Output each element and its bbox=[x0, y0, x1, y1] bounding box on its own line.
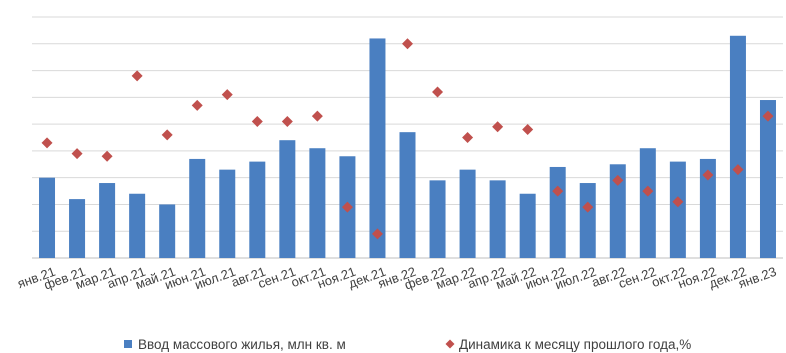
bar-апр.21 bbox=[129, 193, 146, 258]
bar-май.22 bbox=[519, 193, 536, 258]
point-янв.21 bbox=[41, 137, 53, 149]
point-мар.22 bbox=[462, 132, 474, 144]
point-окт.22 bbox=[672, 196, 684, 208]
point-ноя.21 bbox=[341, 201, 353, 213]
point-апр.21 bbox=[131, 70, 143, 82]
point-июн.22 bbox=[552, 185, 564, 197]
point-сен.22 bbox=[642, 185, 654, 197]
legend-label-bars: Ввод массового жилья, млн кв. м bbox=[138, 337, 346, 352]
bar-янв.21 bbox=[39, 177, 56, 258]
point-июл.22 bbox=[582, 201, 594, 213]
x-axis-tick-labels: янв.21фев.21мар.21апр.21май.21июн.21июл.… bbox=[15, 264, 778, 293]
point-апр.22 bbox=[492, 121, 504, 133]
point-май.22 bbox=[522, 123, 534, 135]
bar-апр.22 bbox=[489, 180, 506, 258]
point-ноя.22 bbox=[702, 169, 714, 181]
bar-авг.21 bbox=[249, 161, 266, 258]
bar-авг.22 bbox=[609, 164, 626, 258]
bar-дек.22 bbox=[729, 35, 746, 258]
scatter-series bbox=[41, 38, 774, 240]
legend: Ввод массового жилья, млн кв. м Динамика… bbox=[124, 337, 691, 352]
bar-дек.21 bbox=[369, 38, 386, 258]
bar-июн.22 bbox=[549, 166, 566, 258]
point-фев.22 bbox=[432, 86, 444, 98]
point-окт.21 bbox=[311, 110, 323, 122]
bar-фев.21 bbox=[69, 199, 86, 258]
point-дек.22 bbox=[732, 164, 744, 176]
bar-май.21 bbox=[159, 204, 176, 258]
point-авг.22 bbox=[612, 174, 624, 186]
bar-фев.22 bbox=[429, 180, 446, 258]
bar-янв.22 bbox=[399, 132, 416, 258]
point-мар.21 bbox=[101, 150, 113, 162]
legend-swatch-bars bbox=[124, 340, 132, 348]
point-авг.21 bbox=[251, 115, 263, 127]
point-май.21 bbox=[161, 129, 173, 141]
bar-окт.21 bbox=[309, 148, 326, 258]
bar-окт.22 bbox=[669, 161, 686, 258]
legend-swatch-diamond bbox=[445, 339, 455, 349]
bar-сен.22 bbox=[639, 148, 656, 258]
point-сен.21 bbox=[281, 115, 293, 127]
bar-ноя.22 bbox=[699, 158, 716, 258]
point-янв.23 bbox=[762, 110, 774, 122]
bar-июн.21 bbox=[189, 158, 206, 258]
bar-июл.22 bbox=[579, 183, 596, 258]
bar-июл.21 bbox=[219, 169, 236, 258]
bar-мар.22 bbox=[459, 169, 476, 258]
bar-мар.21 bbox=[99, 183, 116, 258]
point-дек.21 bbox=[371, 228, 383, 240]
bar-сен.21 bbox=[279, 140, 296, 258]
point-июн.21 bbox=[191, 99, 203, 111]
point-фев.21 bbox=[71, 148, 83, 160]
bar-янв.23 bbox=[759, 100, 776, 258]
point-июл.21 bbox=[221, 89, 233, 101]
point-янв.22 bbox=[402, 38, 413, 50]
bar-series bbox=[39, 35, 776, 258]
legend-label-points: Динамика к месяцу прошлого года,% bbox=[459, 337, 691, 352]
